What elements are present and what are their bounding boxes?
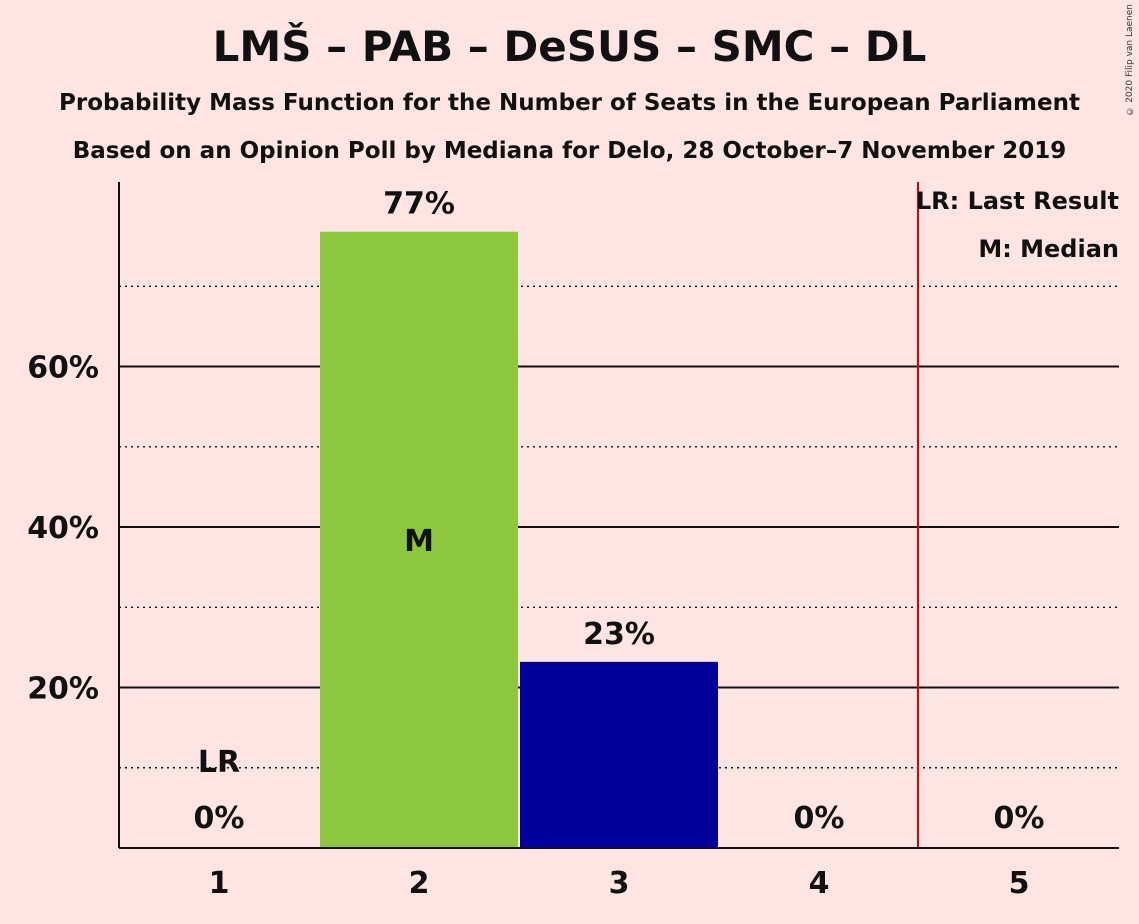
data-label: 0% — [794, 801, 845, 836]
x-tick-label: 5 — [1009, 866, 1030, 901]
median-marker: M — [404, 524, 434, 559]
data-label: 0% — [994, 801, 1045, 836]
last-result-marker: LR — [198, 745, 240, 780]
y-tick-label: 40% — [27, 511, 99, 546]
x-tick-label: 4 — [809, 866, 830, 901]
data-label: 23% — [583, 617, 655, 652]
legend-median: M: Median — [978, 235, 1119, 263]
data-label: 0% — [194, 801, 245, 836]
x-tick-label: 1 — [209, 866, 230, 901]
x-tick-label: 2 — [409, 866, 430, 901]
chart-subtitle-poll: Based on an Opinion Poll by Mediana for … — [72, 138, 1067, 164]
data-label: 77% — [383, 187, 455, 222]
x-tick-label: 3 — [609, 866, 630, 901]
bar — [520, 661, 718, 848]
legend-last-result: LR: Last Result — [916, 187, 1119, 215]
y-tick-label: 20% — [27, 672, 99, 707]
y-tick-label: 60% — [27, 351, 99, 386]
chart-title: LMŠ – PAB – DeSUS – SMC – DL — [212, 22, 927, 71]
chart-subtitle: Probability Mass Function for the Number… — [59, 90, 1080, 116]
bar — [320, 231, 518, 849]
